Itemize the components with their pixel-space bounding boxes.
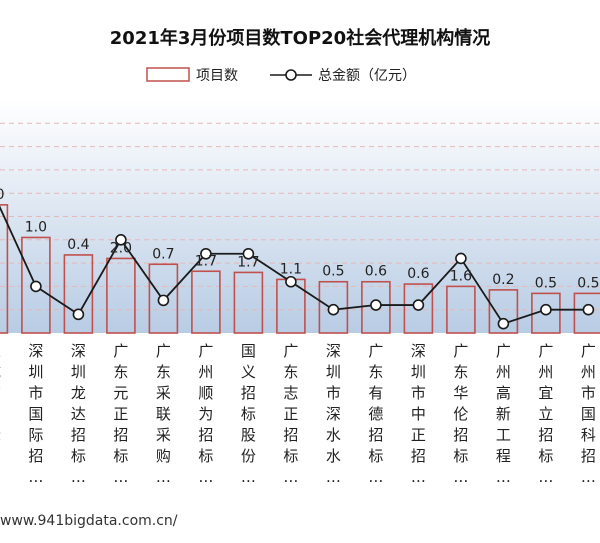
value-label: 0.7	[152, 246, 174, 262]
category-labels: 正诚信招标 深圳市国际招… 深圳龙达招标… 广东元正招标… 广东采联采购… 广州顺为招标……	[0, 342, 596, 486]
value-label: 0.4	[67, 237, 89, 253]
category-label: 正诚信招标	[0, 342, 1, 444]
value-label: 0.6	[407, 266, 429, 282]
legend-bar-swatch	[146, 67, 190, 82]
value-label: 0.5	[322, 264, 344, 280]
category-label: 广东志正招标…	[283, 342, 298, 486]
line-point	[285, 275, 297, 288]
line-point	[30, 280, 42, 293]
line-point	[157, 294, 170, 307]
value-label: 0.2	[492, 272, 514, 288]
value-label: 3.0	[0, 187, 5, 203]
bar	[573, 292, 600, 334]
line-point	[72, 308, 85, 321]
category-label: 广州市国科招…	[581, 342, 596, 486]
category-label: 广东采联采购…	[156, 342, 171, 486]
category-label: 广州宜立招标…	[538, 342, 553, 486]
line-point	[412, 299, 425, 311]
value-label: 1.0	[25, 219, 47, 235]
value-label: 0.5	[535, 275, 557, 291]
category-label: 广东华伦招标…	[453, 342, 468, 486]
bar	[63, 254, 94, 334]
legend-line-label: 总金额（亿元）	[318, 68, 416, 84]
bar	[446, 285, 476, 334]
chart-title: 2021年3月份项目数TOP20社会代理机构情况	[110, 27, 490, 49]
category-label: 深圳市中正招…	[411, 342, 426, 486]
line-point	[582, 303, 595, 316]
bar	[403, 283, 434, 334]
grid-lines	[0, 122, 600, 311]
category-label: 广州顺为招标…	[198, 342, 213, 486]
line-point	[200, 247, 212, 260]
value-label: 1.7	[237, 254, 259, 270]
line-point	[455, 252, 467, 265]
category-label: 国义招标股份…	[241, 342, 256, 486]
bar-series	[0, 204, 600, 334]
line-point	[540, 303, 552, 316]
bar	[233, 271, 264, 334]
line-point	[497, 317, 510, 330]
value-label: 2.0	[110, 240, 132, 256]
line-point	[327, 303, 340, 316]
bar	[531, 292, 561, 334]
value-label: 0.5	[577, 275, 599, 291]
bar	[21, 236, 51, 334]
line-point	[370, 299, 382, 311]
value-label: 1.1	[280, 261, 302, 277]
category-label: 广东有德招标…	[368, 342, 383, 486]
bar	[0, 204, 9, 334]
category-label: 广东元正招标…	[113, 342, 128, 486]
value-label: 1.6	[450, 268, 472, 284]
value-label: 0.6	[365, 264, 387, 280]
value-label: 1.7	[195, 253, 217, 269]
footer-url: www.941bigdata.com.cn/	[0, 513, 178, 529]
category-label: 深圳龙达招标…	[71, 342, 86, 486]
line-point	[115, 234, 127, 246]
bar	[148, 263, 179, 334]
line-series	[0, 205, 595, 330]
bar	[191, 270, 221, 334]
bar	[488, 289, 519, 334]
line-point	[242, 247, 255, 260]
category-label: 深圳市深水水…	[326, 342, 341, 486]
bar	[106, 257, 136, 334]
legend-bar-label: 项目数	[196, 68, 238, 84]
legend-line-marker	[285, 69, 297, 81]
category-label: 广州高新工程…	[496, 342, 511, 486]
category-label: 深圳市国际招…	[28, 342, 43, 486]
legend: 项目数 总金额（亿元）	[146, 67, 416, 84]
value-labels: 3.0 1.0 0.4 2.0 0.7 1.7 1.7 1.1 0.5 0.6 0.6 1.6 0.2 0…	[0, 187, 600, 292]
